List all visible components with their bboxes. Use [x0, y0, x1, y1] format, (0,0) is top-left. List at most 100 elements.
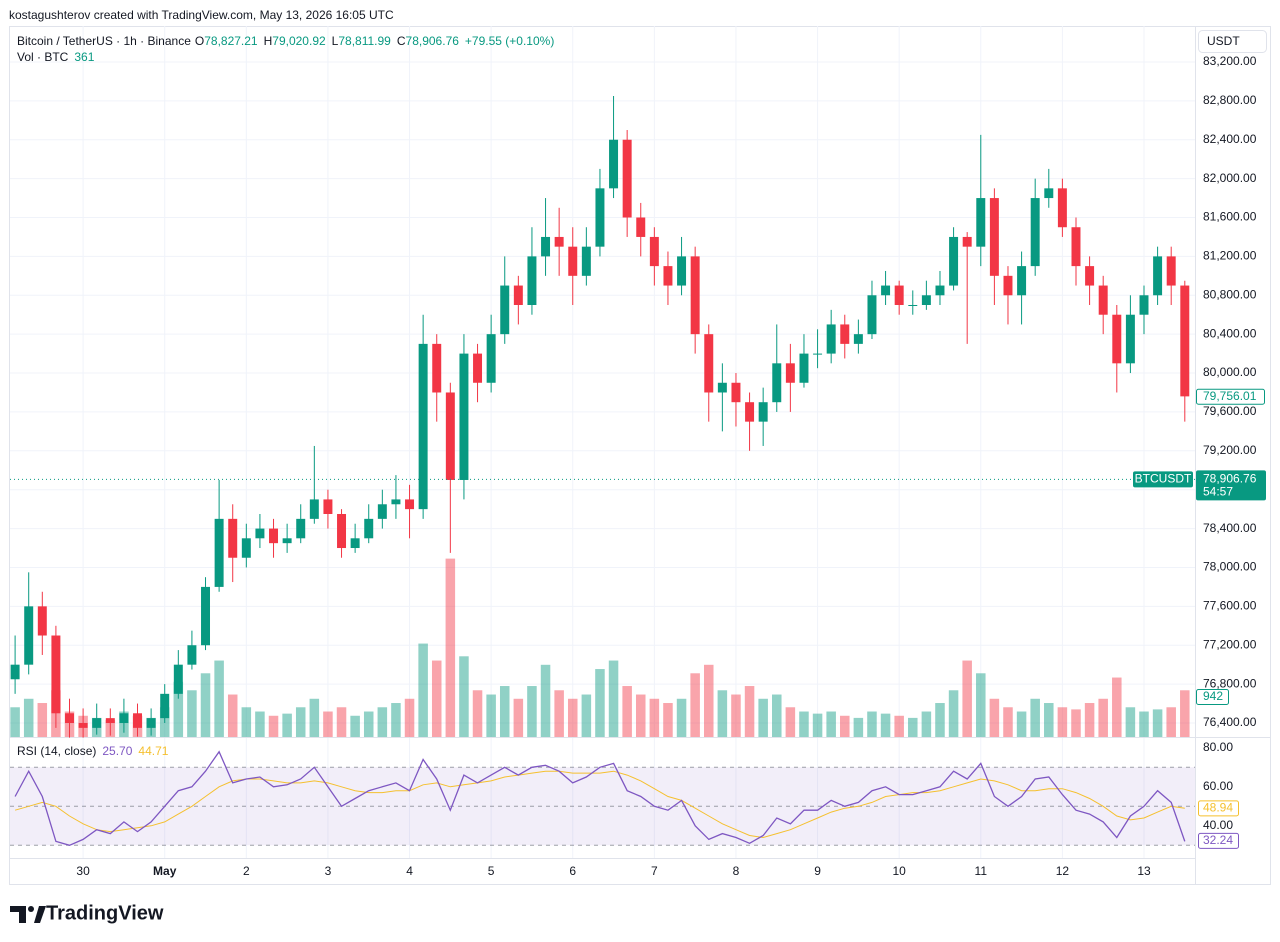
candle-body — [228, 518, 238, 558]
volume-bar — [799, 711, 809, 737]
currency-button[interactable] — [1198, 30, 1267, 53]
volume-bar — [744, 686, 755, 737]
x-tick-label: 9 — [814, 864, 821, 878]
candle-body — [758, 402, 768, 422]
candle-body — [1030, 198, 1040, 267]
candle-body — [636, 217, 646, 237]
candle-body — [173, 664, 183, 694]
brand-logo — [10, 906, 46, 923]
y-tick-label: 78,000.00 — [1203, 560, 1257, 574]
symbol-title: Bitcoin / TetherUS · 1h · Binance — [17, 34, 191, 48]
candle-body — [146, 718, 156, 728]
volume-bar — [404, 698, 415, 737]
volume-bar — [908, 717, 918, 737]
volume-bar — [976, 673, 986, 737]
currency[interactable]: USDT — [1207, 34, 1240, 48]
volume-title: Vol · BTC — [17, 50, 69, 64]
volume-bar — [282, 713, 292, 737]
candle-body — [459, 353, 469, 480]
volume-bar — [1071, 709, 1081, 737]
volume-bar — [377, 707, 388, 737]
volume-bar — [867, 711, 877, 737]
volume-bar — [241, 707, 252, 737]
x-tick-label: 11 — [975, 864, 988, 878]
candle-body — [37, 606, 47, 636]
candle-body — [24, 606, 34, 665]
candle-body — [78, 723, 88, 728]
y-tick-label: 79,600.00 — [1203, 404, 1257, 418]
y-tick-label: 80,800.00 — [1203, 287, 1257, 301]
candle-body — [813, 353, 823, 355]
change: +79.55 (+0.10%) — [465, 34, 554, 48]
x-tick-label: 7 — [651, 864, 658, 878]
y-tick-label: 79,200.00 — [1203, 443, 1257, 457]
countdown: 54:57 — [1203, 484, 1233, 498]
candle-body — [296, 518, 306, 539]
volume-bar — [676, 698, 687, 737]
rsi-line — [14, 750, 1186, 846]
candle-body — [119, 713, 129, 724]
price-marker-tag — [1196, 388, 1265, 405]
y-tick-label: 76,400.00 — [1203, 715, 1257, 729]
ohlc-value: 78,906.76 — [406, 34, 460, 48]
candle-body — [663, 266, 673, 286]
candle-body — [717, 382, 727, 393]
ohlc-value: 78,827.21 — [204, 34, 258, 48]
volume-bar — [649, 698, 660, 737]
candle-body — [160, 693, 170, 719]
candle-body — [432, 343, 442, 393]
candle-body — [309, 499, 319, 519]
rsi-tag — [1198, 800, 1239, 817]
volume-bar — [527, 686, 537, 737]
attribution: kostagushterov created with TradingView.… — [9, 8, 394, 22]
y-tick-label: 82,000.00 — [1203, 171, 1257, 185]
volume-bar — [323, 711, 333, 737]
volume-tag — [1196, 688, 1229, 705]
volume-bar — [23, 698, 34, 737]
volume-bar — [227, 694, 238, 737]
volume-bar — [635, 694, 646, 737]
y-tick-label: 83,200.00 — [1203, 54, 1257, 68]
volume-bar — [1003, 707, 1013, 737]
volume-bar — [173, 681, 184, 737]
candle-body — [554, 236, 564, 247]
volume-bar — [363, 711, 374, 737]
volume-bar — [459, 656, 469, 737]
candle-body — [799, 353, 809, 383]
candle-body — [881, 285, 891, 296]
volume-bar — [472, 690, 483, 737]
rsi-legend: RSI (14, close) 25.70 44.71 — [17, 744, 169, 758]
ohlc-label: H — [264, 34, 273, 48]
volume-bar — [1030, 698, 1040, 737]
volume-bar — [935, 703, 945, 737]
y-tick-label: 80,400.00 — [1203, 326, 1257, 340]
rsi-ma-value: 44.71 — [138, 744, 168, 758]
y-tick-label: 81,600.00 — [1203, 210, 1257, 224]
volume-bar — [418, 643, 428, 737]
volume-value: 361 — [74, 50, 94, 64]
candle-body — [1057, 188, 1067, 228]
candle-body — [1003, 275, 1013, 296]
candle-body — [826, 324, 836, 354]
volume-bar — [350, 715, 360, 737]
candle-body — [105, 718, 115, 724]
volume-bar — [431, 660, 442, 737]
candle-body — [10, 664, 20, 680]
candle-body — [473, 353, 483, 383]
candle-body — [337, 513, 347, 549]
x-tick-label: 4 — [406, 864, 413, 878]
volume-bar — [880, 713, 891, 737]
volume-bar — [37, 703, 48, 737]
volume-bar — [1057, 707, 1068, 737]
x-tick-label: 3 — [325, 864, 332, 878]
candle-body — [65, 713, 74, 724]
candle-body — [989, 198, 999, 276]
logo-shape — [10, 906, 26, 923]
candle-body — [649, 236, 659, 267]
logo-dot — [28, 906, 34, 912]
volume-bar — [622, 686, 632, 737]
candle-body — [418, 343, 428, 510]
candle-body — [1166, 256, 1176, 286]
volume-bar — [1016, 711, 1027, 737]
rsi-value: 25.70 — [102, 744, 132, 758]
